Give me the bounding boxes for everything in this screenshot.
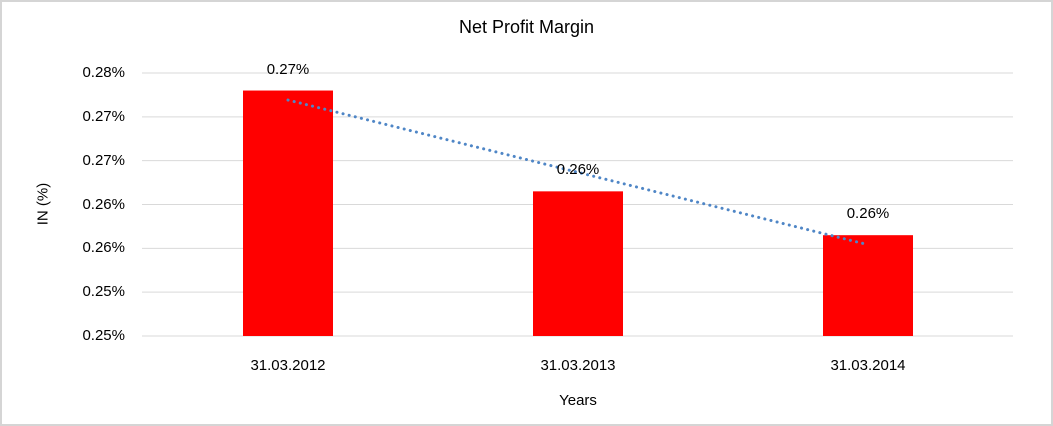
- x-axis-title: Years: [559, 392, 597, 409]
- bar-31.03.2013: [533, 191, 623, 336]
- y-tick-5: 0.25%: [82, 283, 125, 301]
- bar-31.03.2012: [243, 90, 333, 337]
- data-label-2: 0.26%: [846, 205, 890, 223]
- bar-31.03.2014: [823, 235, 913, 336]
- data-label-0: 0.27%: [266, 60, 310, 78]
- y-tick-0: 0.28%: [82, 64, 125, 81]
- category-label-2: 31.03.2014: [830, 357, 906, 374]
- chart-title: Net Profit Margin: [458, 17, 595, 37]
- y-tick-3: 0.26%: [82, 195, 125, 213]
- y-tick-6: 0.25%: [82, 327, 125, 344]
- y-axis-title: IN (%): [34, 182, 52, 226]
- category-label-0: 31.03.2012: [250, 357, 326, 374]
- category-label-1: 31.03.2013: [540, 357, 616, 374]
- y-tick-4: 0.26%: [82, 239, 125, 257]
- y-tick-2: 0.27%: [82, 151, 125, 169]
- data-label-1: 0.26%: [556, 161, 600, 179]
- y-tick-1: 0.27%: [82, 107, 125, 125]
- trendline: [286, 98, 870, 247]
